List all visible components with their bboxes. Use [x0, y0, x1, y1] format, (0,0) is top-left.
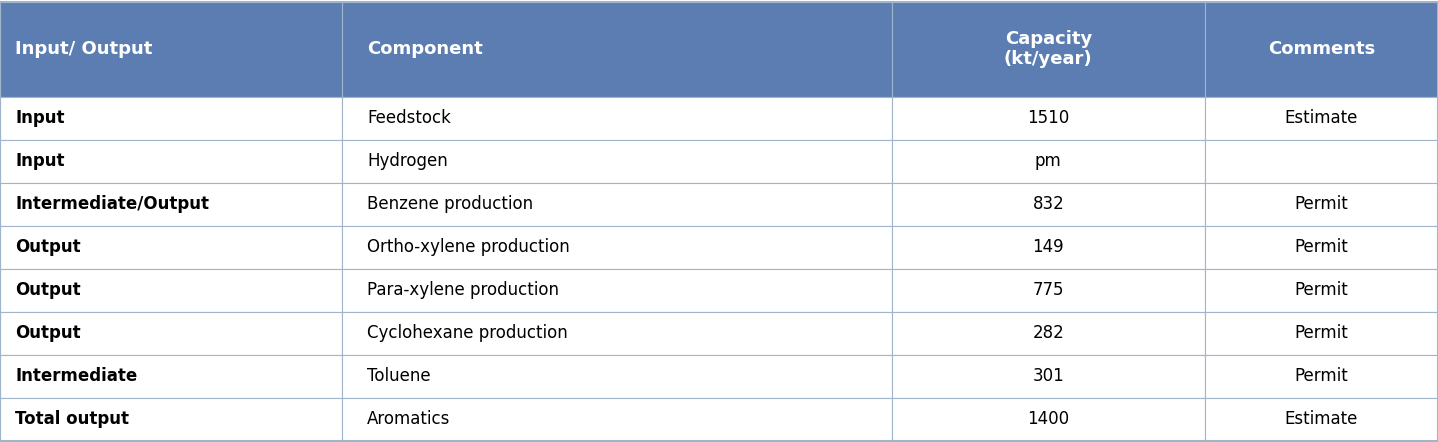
- Bar: [342, 397, 892, 441]
- Text: 832: 832: [1032, 195, 1064, 213]
- Text: Comments: Comments: [1268, 40, 1375, 58]
- Text: Total output: Total output: [16, 410, 129, 428]
- Bar: [0, 225, 342, 268]
- Text: 149: 149: [1032, 238, 1064, 256]
- Bar: [342, 354, 892, 397]
- Text: Permit: Permit: [1294, 281, 1349, 299]
- Bar: [892, 96, 1205, 140]
- Bar: [1205, 1, 1438, 96]
- Bar: [892, 268, 1205, 312]
- Bar: [0, 397, 342, 441]
- Text: Permit: Permit: [1294, 367, 1349, 385]
- Bar: [0, 312, 342, 354]
- Bar: [342, 140, 892, 183]
- Bar: [1205, 397, 1438, 441]
- Bar: [1205, 354, 1438, 397]
- Text: Capacity
(kt/year): Capacity (kt/year): [1004, 30, 1093, 69]
- Bar: [342, 225, 892, 268]
- Text: Feedstock: Feedstock: [367, 109, 452, 127]
- Text: Permit: Permit: [1294, 238, 1349, 256]
- Text: Benzene production: Benzene production: [367, 195, 533, 213]
- Text: Estimate: Estimate: [1284, 109, 1359, 127]
- Bar: [342, 1, 892, 96]
- Bar: [892, 183, 1205, 225]
- Text: Output: Output: [16, 238, 81, 256]
- Text: Hydrogen: Hydrogen: [367, 152, 447, 170]
- Bar: [1205, 268, 1438, 312]
- Bar: [1205, 140, 1438, 183]
- Bar: [0, 354, 342, 397]
- Text: Aromatics: Aromatics: [367, 410, 450, 428]
- Bar: [892, 140, 1205, 183]
- Text: pm: pm: [1035, 152, 1061, 170]
- Bar: [892, 225, 1205, 268]
- Bar: [892, 312, 1205, 354]
- Text: Output: Output: [16, 324, 81, 342]
- Text: 1510: 1510: [1027, 109, 1070, 127]
- Text: Input: Input: [16, 152, 65, 170]
- Bar: [0, 268, 342, 312]
- Bar: [892, 1, 1205, 96]
- Text: Cyclohexane production: Cyclohexane production: [367, 324, 568, 342]
- Bar: [342, 96, 892, 140]
- Bar: [0, 1, 342, 96]
- Bar: [342, 312, 892, 354]
- Text: Output: Output: [16, 281, 81, 299]
- Text: 282: 282: [1032, 324, 1064, 342]
- Text: Estimate: Estimate: [1284, 410, 1359, 428]
- Bar: [1205, 183, 1438, 225]
- Text: Input/ Output: Input/ Output: [16, 40, 152, 58]
- Bar: [342, 268, 892, 312]
- Bar: [892, 397, 1205, 441]
- Text: 775: 775: [1032, 281, 1064, 299]
- Text: 301: 301: [1032, 367, 1064, 385]
- Text: Intermediate/Output: Intermediate/Output: [16, 195, 210, 213]
- Text: 1400: 1400: [1027, 410, 1070, 428]
- Bar: [1205, 312, 1438, 354]
- Bar: [0, 140, 342, 183]
- Text: Ortho-xylene production: Ortho-xylene production: [367, 238, 569, 256]
- Bar: [1205, 96, 1438, 140]
- Bar: [1205, 225, 1438, 268]
- Bar: [892, 354, 1205, 397]
- Bar: [0, 183, 342, 225]
- Bar: [0, 96, 342, 140]
- Text: Toluene: Toluene: [367, 367, 430, 385]
- Text: Permit: Permit: [1294, 195, 1349, 213]
- Bar: [342, 183, 892, 225]
- Text: Intermediate: Intermediate: [16, 367, 138, 385]
- Text: Component: Component: [367, 40, 483, 58]
- Text: Input: Input: [16, 109, 65, 127]
- Text: Para-xylene production: Para-xylene production: [367, 281, 559, 299]
- Text: Permit: Permit: [1294, 324, 1349, 342]
